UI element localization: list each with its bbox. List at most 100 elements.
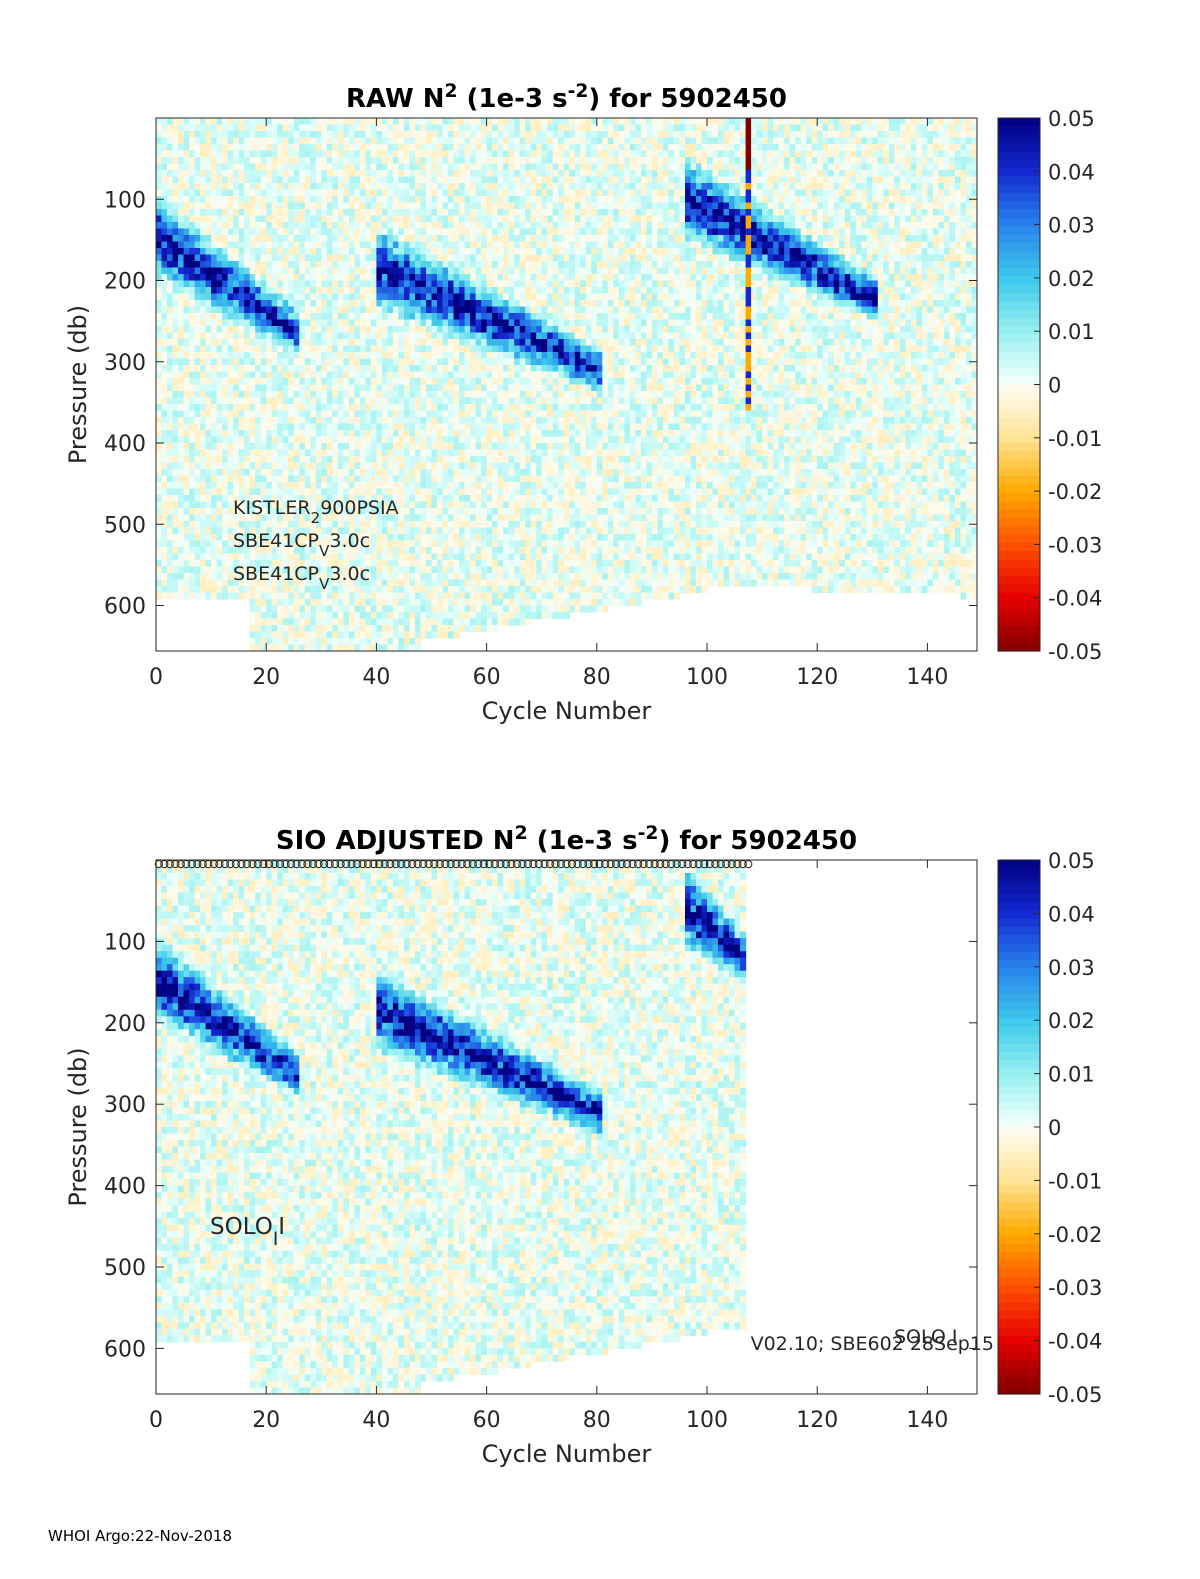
heatmap-cell: [486, 508, 493, 516]
heatmap-cell: [277, 371, 284, 379]
heatmap-cell: [426, 209, 433, 217]
heatmap-cell: [387, 423, 394, 431]
heatmap-cell: [486, 170, 493, 178]
heatmap-cell: [205, 248, 212, 256]
heatmap-cell: [398, 209, 405, 217]
heatmap-cell: [448, 521, 455, 529]
heatmap-cell: [431, 131, 438, 139]
heatmap-cell: [475, 508, 482, 516]
heatmap-cell: [255, 365, 262, 373]
heatmap-cell: [442, 345, 449, 353]
heatmap-cell: [266, 339, 273, 347]
heatmap-cell: [326, 352, 333, 360]
heatmap-cell: [211, 326, 218, 334]
heatmap-cell: [304, 618, 311, 626]
heatmap-cell: [437, 274, 444, 282]
heatmap-cell: [492, 365, 499, 373]
heatmap-cell: [282, 306, 289, 314]
heatmap-cell: [293, 150, 300, 158]
heatmap-cell: [376, 306, 383, 314]
heatmap-cell: [293, 391, 300, 399]
heatmap-cell: [448, 209, 455, 217]
heatmap-cell: [332, 300, 339, 308]
heatmap-cell: [337, 482, 344, 490]
heatmap-cell: [415, 170, 422, 178]
heatmap-cell: [426, 482, 433, 490]
heatmap-cell: [481, 293, 488, 301]
heatmap-cell: [233, 241, 240, 249]
heatmap-cell: [492, 378, 499, 386]
heatmap-cell: [299, 209, 306, 217]
heatmap-cell: [156, 410, 163, 418]
heatmap-cell: [365, 287, 372, 295]
heatmap-cell: [304, 150, 311, 158]
heatmap-cell: [492, 436, 499, 444]
heatmap-cell: [244, 222, 251, 230]
heatmap-cell: [156, 293, 163, 301]
heatmap-cell: [200, 488, 207, 496]
heatmap-cell: [326, 618, 333, 626]
heatmap-cell: [178, 573, 185, 581]
heatmap-cell: [431, 150, 438, 158]
heatmap-cell: [167, 267, 174, 275]
heatmap-cell: [304, 482, 311, 490]
heatmap-cell: [475, 573, 482, 581]
heatmap-cell: [249, 456, 256, 464]
heatmap-cell: [260, 150, 267, 158]
heatmap-cell: [167, 209, 174, 217]
heatmap-cell: [156, 514, 163, 522]
heatmap-cell: [497, 475, 504, 483]
heatmap-cell: [348, 345, 355, 353]
heatmap-cell: [337, 222, 344, 230]
heatmap-cell: [431, 579, 438, 587]
heatmap-cell: [172, 163, 179, 171]
heatmap-cell: [503, 131, 510, 139]
heatmap-cell: [459, 118, 466, 126]
heatmap-cell: [420, 189, 427, 197]
heatmap-cell: [277, 378, 284, 386]
heatmap-cell: [404, 222, 411, 230]
heatmap-cell: [381, 222, 388, 230]
heatmap-cell: [315, 228, 322, 236]
heatmap-cell: [459, 332, 466, 340]
heatmap-cell: [255, 566, 262, 574]
heatmap-cell: [216, 553, 223, 561]
heatmap-cell: [304, 248, 311, 256]
heatmap-cell: [409, 501, 416, 509]
heatmap-cell: [415, 345, 422, 353]
heatmap-cell: [415, 605, 422, 613]
heatmap-cell: [348, 488, 355, 496]
heatmap-cell: [392, 248, 399, 256]
heatmap-cell: [315, 319, 322, 327]
heatmap-cell: [398, 384, 405, 392]
heatmap-cell: [222, 462, 229, 470]
heatmap-cell: [167, 566, 174, 574]
heatmap-cell: [381, 228, 388, 236]
heatmap-cell: [211, 579, 218, 587]
heatmap-cell: [475, 176, 482, 184]
heatmap-cell: [299, 482, 306, 490]
heatmap-cell: [431, 495, 438, 503]
heatmap-cell: [343, 189, 350, 197]
heatmap-cell: [227, 306, 234, 314]
heatmap-cell: [486, 475, 493, 483]
heatmap-cell: [288, 326, 295, 334]
heatmap-cell: [178, 170, 185, 178]
heatmap-cell: [172, 176, 179, 184]
heatmap-cell: [282, 118, 289, 126]
heatmap-cell: [238, 196, 245, 204]
heatmap-cell: [365, 618, 372, 626]
heatmap-cell: [481, 501, 488, 509]
heatmap-cell: [266, 254, 273, 262]
heatmap-cell: [442, 605, 449, 613]
heatmap-cell: [453, 521, 460, 529]
heatmap-cell: [205, 469, 212, 477]
heatmap-cell: [260, 365, 267, 373]
heatmap-cell: [392, 118, 399, 126]
heatmap-cell: [486, 443, 493, 451]
heatmap-cell: [288, 417, 295, 425]
heatmap-cell: [354, 222, 361, 230]
heatmap-cell: [381, 404, 388, 412]
heatmap-cell: [381, 534, 388, 542]
heatmap-cell: [260, 560, 267, 568]
